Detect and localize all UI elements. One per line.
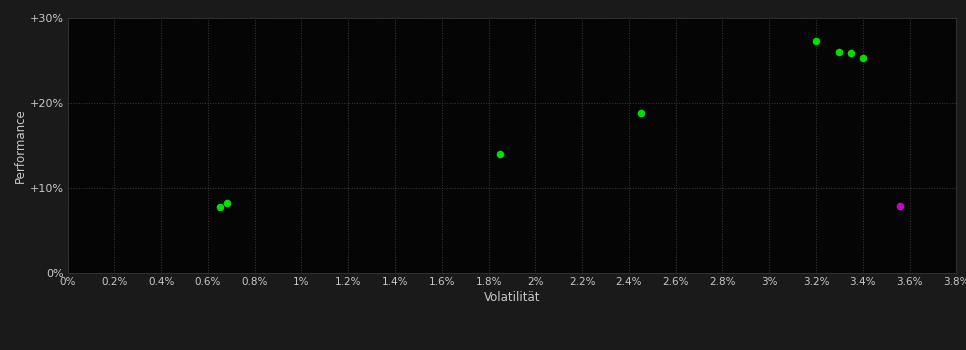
Point bbox=[893, 203, 908, 209]
Point bbox=[855, 56, 870, 61]
Point bbox=[809, 38, 824, 44]
Point bbox=[219, 200, 235, 206]
Point bbox=[843, 50, 859, 56]
Y-axis label: Performance: Performance bbox=[14, 108, 26, 183]
Point bbox=[832, 49, 847, 54]
Point bbox=[633, 110, 648, 116]
Point bbox=[493, 151, 508, 156]
X-axis label: Volatilität: Volatilität bbox=[484, 291, 540, 304]
Point bbox=[212, 204, 227, 209]
